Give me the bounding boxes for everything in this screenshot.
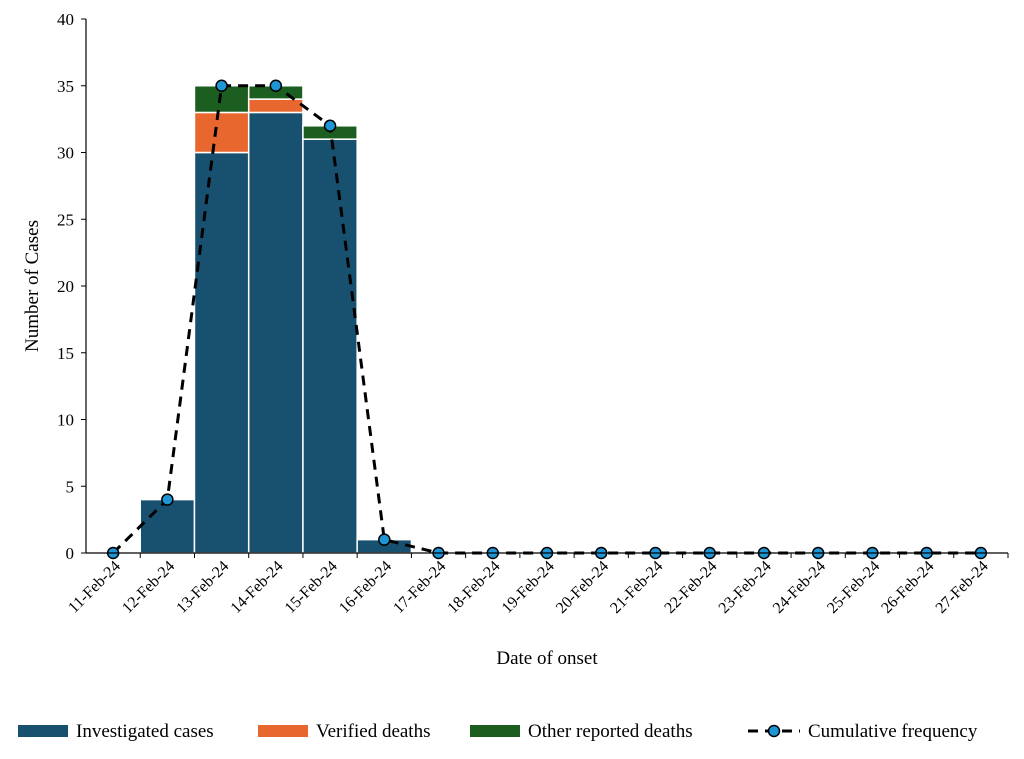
cumulative-frequency-point (269, 79, 283, 92)
y-tick-label: 30 (57, 144, 74, 163)
y-tick-label: 5 (66, 477, 75, 496)
cumulative-frequency-point (323, 119, 337, 133)
bars (139, 85, 413, 554)
legend-swatch (258, 725, 308, 737)
x-tick-label: 23-Feb-24 (716, 558, 775, 617)
x-tick-label: 16-Feb-24 (336, 558, 395, 617)
x-tick-label: 24-Feb-24 (770, 558, 829, 617)
x-tick-label: 18-Feb-24 (444, 558, 503, 617)
bar-investigated-cases (193, 151, 250, 554)
bar-investigated-cases (302, 138, 358, 554)
cumulative-frequency-point (215, 79, 228, 92)
x-tick-label: 22-Feb-24 (661, 558, 720, 617)
y-tick-label: 25 (57, 210, 74, 229)
legend-marker (767, 724, 781, 738)
x-tick-label: 20-Feb-24 (553, 558, 612, 617)
cumulative-frequency-point (161, 493, 174, 506)
legend-label: Cumulative frequency (808, 721, 978, 742)
bar-verified-deaths (247, 98, 304, 114)
y-tick-label: 40 (57, 10, 74, 29)
bar-investigated-cases (247, 111, 304, 554)
x-tick-label: 17-Feb-24 (390, 558, 449, 617)
y-tick-label: 20 (57, 277, 74, 296)
y-tick-label: 35 (57, 77, 74, 96)
legend-swatch (18, 725, 68, 737)
bar-investigated-cases (139, 498, 196, 554)
cumulative-frequency-point (378, 533, 391, 546)
x-tick-label: 11-Feb-24 (65, 558, 124, 617)
y-tick-label: 10 (57, 411, 74, 430)
legend-swatch (470, 725, 520, 737)
legend-label: Other reported deaths (528, 721, 693, 742)
x-tick-label: 26-Feb-24 (878, 558, 937, 617)
y-tick-label: 0 (66, 544, 75, 563)
x-tick-label: 13-Feb-24 (173, 558, 232, 617)
x-tick-label: 15-Feb-24 (282, 558, 341, 617)
legend-label: Investigated cases (76, 721, 214, 742)
y-tick-label: 15 (57, 344, 74, 363)
y-axis-label: Number of Cases (22, 220, 43, 352)
x-tick-label: 27-Feb-24 (933, 558, 992, 617)
x-tick-label: 19-Feb-24 (499, 558, 558, 617)
x-tick-label: 21-Feb-24 (607, 558, 666, 617)
legend-label: Verified deaths (316, 721, 430, 742)
x-tick-label: 12-Feb-24 (119, 558, 178, 617)
bar-verified-deaths (193, 111, 250, 154)
x-tick-label: 14-Feb-24 (227, 558, 286, 617)
legend: Investigated cases Verified deaths Other r… (18, 721, 978, 742)
x-axis-label: Date of onset (496, 648, 598, 669)
x-tick-label: 25-Feb-24 (824, 558, 883, 617)
